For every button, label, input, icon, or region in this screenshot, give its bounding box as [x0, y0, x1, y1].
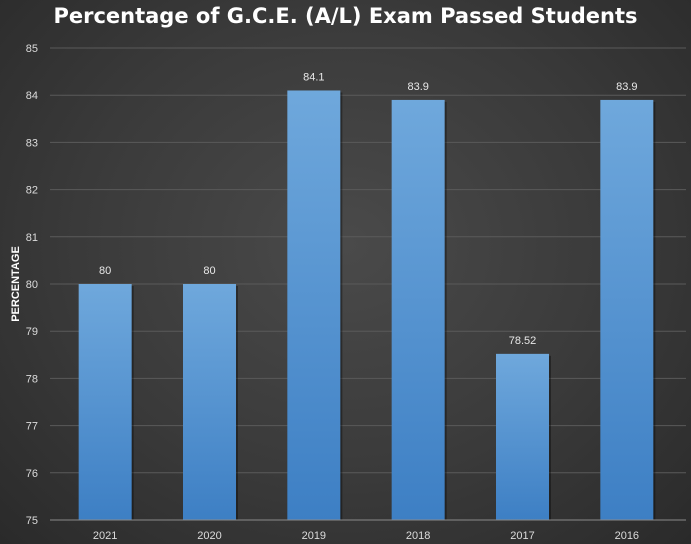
x-tick-label: 2019: [302, 530, 326, 542]
y-tick-label: 83: [26, 137, 38, 149]
y-tick-label: 84: [26, 90, 38, 102]
bars: [78, 90, 656, 521]
x-tick-label: 2016: [615, 530, 639, 542]
y-tick-label: 81: [26, 232, 38, 244]
x-tick-label: 2020: [197, 530, 221, 542]
bar-2021: [78, 284, 132, 520]
data-label: 80: [203, 265, 215, 277]
bar-2020: [183, 284, 236, 520]
bar-2019: [287, 90, 341, 520]
data-label: 84.1: [303, 71, 324, 83]
data-label: 83.9: [616, 81, 637, 93]
y-tick-label: 77: [26, 421, 38, 433]
y-tick-label: 85: [26, 43, 38, 55]
bar-2018: [391, 99, 445, 521]
y-tick-label: 82: [26, 185, 38, 197]
bar-2017: [496, 353, 549, 520]
y-tick-label: 79: [26, 326, 38, 338]
data-label: 83.9: [407, 81, 428, 93]
chart-title: Percentage of G.C.E. (A/L) Exam Passed S…: [53, 4, 638, 28]
y-tick-labels: 75 76 77 78 79 80 81 82 83 84 85: [26, 43, 38, 527]
x-tick-label: 2018: [406, 530, 430, 542]
data-label: 80: [99, 265, 111, 277]
data-labels: 80 80 84.1 83.9 78.52 83.9: [99, 71, 638, 346]
bar-2016: [600, 99, 654, 521]
x-tick-label: 2021: [93, 530, 117, 542]
y-tick-label: 75: [26, 515, 38, 527]
x-tick-label: 2017: [510, 530, 534, 542]
y-tick-label: 76: [26, 468, 38, 480]
data-label: 78.52: [509, 335, 537, 347]
gridlines: [50, 47, 686, 474]
y-tick-label: 78: [26, 373, 38, 385]
x-tick-labels: 2021 2020 2019 2018 2017 2016: [93, 530, 639, 542]
y-tick-label: 80: [26, 279, 38, 291]
